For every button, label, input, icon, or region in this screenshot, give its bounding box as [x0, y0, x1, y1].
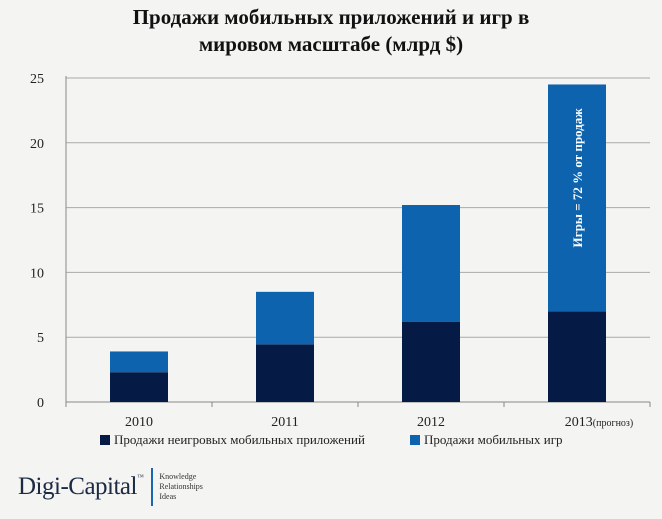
- x-tick-label: 2012: [417, 415, 445, 430]
- legend-label-apps: Продажи неигровых мобильных приложений: [114, 432, 365, 447]
- y-tick-label: 0: [37, 396, 44, 411]
- chart-plot: 0 5 10 15 20 25 2010 2011 2012 2013(прогноз) Игры …: [30, 72, 651, 430]
- digi-capital-logo: Digi-Capital™ Knowledge Relationships Idea…: [18, 468, 203, 506]
- forecast-note: (прогноз): [593, 418, 633, 429]
- logo-name: Digi-Capital™: [18, 473, 144, 500]
- y-tick-label: 15: [30, 202, 44, 217]
- y-tick-label: 5: [37, 331, 44, 346]
- y-tick-label: 25: [30, 72, 44, 87]
- legend-swatch-apps: [100, 435, 110, 445]
- y-tick-label: 10: [30, 266, 44, 281]
- x-tick-label: 2011: [271, 415, 298, 430]
- logo-divider: [151, 468, 154, 506]
- title-line-2: мировом масштабе (млрд $): [198, 32, 464, 56]
- legend-swatch-games: [410, 435, 420, 445]
- bar-apps-2011: [256, 344, 314, 402]
- legend-item-games: Продажи мобильных игр: [410, 432, 563, 448]
- title-line-1: Продажи мобильных приложений и игр в: [132, 5, 530, 29]
- games-share-annotation: Игры = 72 % от продаж: [570, 108, 585, 248]
- chart-title: Продажи мобильных приложений и игр в мир…: [0, 4, 662, 58]
- bar-games-2013: [548, 84, 606, 312]
- bar-games-2010: [110, 351, 168, 373]
- bar-games-2011: [256, 291, 314, 345]
- x-tick-label: 2010: [125, 415, 153, 430]
- legend-label-games: Продажи мобильных игр: [424, 432, 563, 447]
- bar-games-2012: [402, 205, 460, 322]
- x-tick-label: 2013(прогноз): [565, 415, 633, 430]
- bar-apps-2010: [110, 372, 168, 402]
- logo-tagline: Knowledge Relationships Ideas: [159, 472, 203, 501]
- legend-item-apps: Продажи неигровых мобильных приложений: [100, 432, 365, 448]
- y-tick-label: 20: [30, 137, 44, 152]
- bar-apps-2013: [548, 311, 606, 402]
- bar-apps-2012: [402, 321, 460, 402]
